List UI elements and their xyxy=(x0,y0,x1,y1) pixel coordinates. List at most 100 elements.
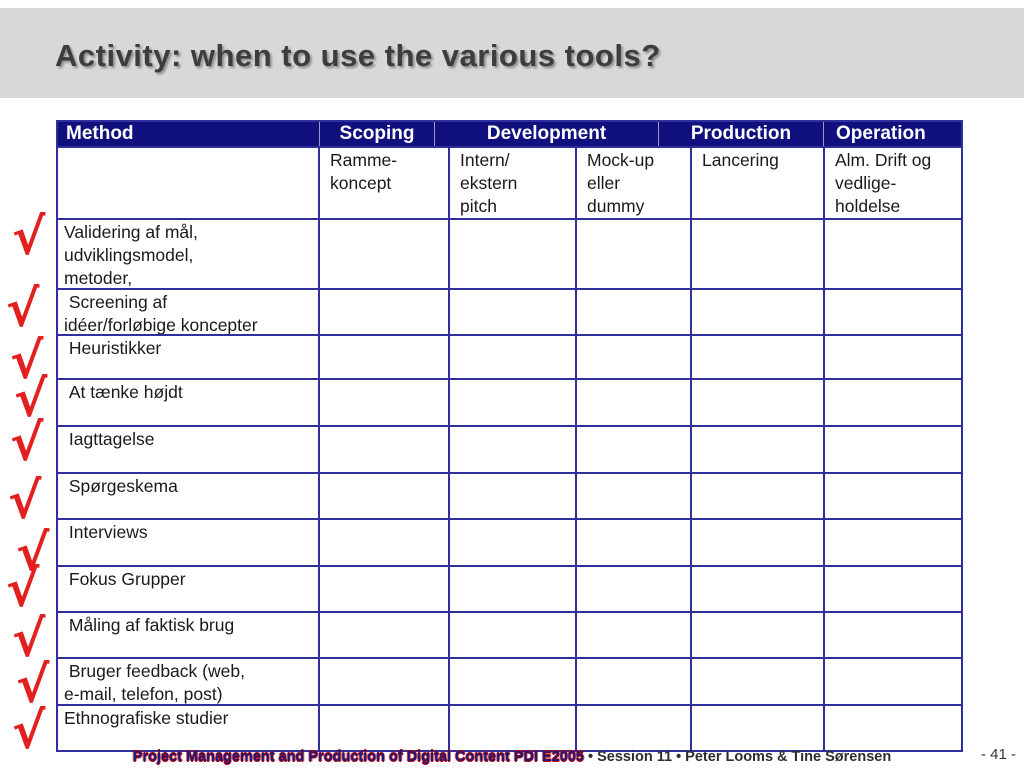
table-cell xyxy=(450,290,577,336)
table-cell xyxy=(320,427,450,474)
subheader-mock-up: Mock-up eller dummy xyxy=(577,148,692,220)
table-cell xyxy=(577,220,692,290)
method-label: Ethnografiske studier xyxy=(58,706,320,750)
table-cell xyxy=(320,220,450,290)
table-cell xyxy=(320,290,450,336)
table-cell xyxy=(692,613,825,659)
table-row: Fokus Grupper xyxy=(58,567,961,613)
table-cell xyxy=(825,474,961,520)
table-cell xyxy=(825,220,961,290)
method-label: Spørgeskema xyxy=(58,474,320,520)
table-cell xyxy=(320,520,450,567)
table-cell xyxy=(825,380,961,427)
subheader-intern-ekstern-pitch: Intern/ ekstern pitch xyxy=(450,148,577,220)
table-cell xyxy=(320,336,450,380)
subheader-drift: Alm. Drift og vedlige- holdelse xyxy=(825,148,961,220)
table-header-row: Method Scoping Development Production Op… xyxy=(58,122,961,148)
table-cell xyxy=(320,659,450,706)
table-cell xyxy=(577,520,692,567)
table-cell xyxy=(825,427,961,474)
table-cell xyxy=(692,220,825,290)
subheader-ramme-koncept: Ramme- koncept xyxy=(320,148,450,220)
table-cell xyxy=(320,380,450,427)
table-cell xyxy=(450,567,577,613)
slide-title: Activity: when to use the various tools? xyxy=(55,38,661,73)
table-cell xyxy=(450,380,577,427)
table-cell xyxy=(450,336,577,380)
table-cell xyxy=(450,659,577,706)
footer-course-text: Project Management and Production of Dig… xyxy=(132,749,584,765)
header-scoping: Scoping xyxy=(320,122,435,146)
checkmark-icon: √ xyxy=(8,472,42,530)
table-cell xyxy=(825,520,961,567)
table-row: Screening af idéer/forløbige koncepter xyxy=(58,290,961,336)
table-cell xyxy=(825,290,961,336)
table-cell xyxy=(692,659,825,706)
table-cell xyxy=(577,659,692,706)
table-cell xyxy=(450,520,577,567)
table-cell xyxy=(577,336,692,380)
table-cell xyxy=(577,380,692,427)
table-cell xyxy=(450,474,577,520)
table-row: Heuristikker xyxy=(58,336,961,380)
table-cell xyxy=(692,427,825,474)
checkmark-icon: √ xyxy=(12,208,46,266)
checkmark-icon: √ xyxy=(16,524,50,582)
table-row: At tænke højdt xyxy=(58,380,961,427)
table-cell xyxy=(577,290,692,336)
table-cell xyxy=(692,336,825,380)
footer: Project Management and Production of Dig… xyxy=(0,749,1024,765)
table-cell xyxy=(692,290,825,336)
table-cell xyxy=(58,148,320,220)
method-label: Iagttagelse xyxy=(58,427,320,474)
checkmark-icon: √ xyxy=(12,610,46,668)
method-label: Heuristikker xyxy=(58,336,320,380)
table-cell xyxy=(692,520,825,567)
method-label: Fokus Grupper xyxy=(58,567,320,613)
table-cell xyxy=(320,613,450,659)
table-row: Bruger feedback (web, e-mail, telefon, p… xyxy=(58,659,961,706)
checkmark-icon: √ xyxy=(16,656,50,714)
table-cell xyxy=(825,613,961,659)
table-cell xyxy=(692,567,825,613)
table-cell xyxy=(577,567,692,613)
table-cell xyxy=(450,427,577,474)
table-cell xyxy=(577,613,692,659)
table-cell xyxy=(450,706,577,750)
checkmark-icon: √ xyxy=(6,560,40,618)
header-production: Production xyxy=(659,122,824,146)
title-band: Activity: when to use the various tools? xyxy=(0,8,1024,98)
table-row: Ethnografiske studier xyxy=(58,706,961,750)
method-label: Måling af faktisk brug xyxy=(58,613,320,659)
table-row: Spørgeskema xyxy=(58,474,961,520)
subheader-lancering: Lancering xyxy=(692,148,825,220)
method-label: At tænke højdt xyxy=(58,380,320,427)
method-label: Validering af mål, udviklingsmodel, meto… xyxy=(58,220,320,290)
table-cell xyxy=(825,706,961,750)
table-cell xyxy=(320,474,450,520)
table-cell xyxy=(692,474,825,520)
table-cell xyxy=(320,567,450,613)
table-cell xyxy=(577,706,692,750)
footer-session-text: • Session 11 • Peter Looms & Tine Sørens… xyxy=(587,749,892,765)
table-cell xyxy=(450,613,577,659)
checkmark-icon: √ xyxy=(6,280,40,338)
header-operation: Operation xyxy=(836,123,926,144)
checkmark-icon: √ xyxy=(14,370,48,428)
table-cell xyxy=(825,336,961,380)
table-row: Interviews xyxy=(58,520,961,567)
table-subheader-row: Ramme- koncept Intern/ ekstern pitch Moc… xyxy=(58,148,961,220)
table-cell xyxy=(692,706,825,750)
methods-table: Method Scoping Development Production Op… xyxy=(56,120,963,752)
table-cell xyxy=(825,659,961,706)
checkmark-icon: √ xyxy=(10,332,44,390)
header-method: Method xyxy=(58,122,320,146)
table-cell xyxy=(692,380,825,427)
method-label: Screening af idéer/forløbige koncepter xyxy=(58,290,320,336)
table-cell xyxy=(450,220,577,290)
checkmark-icon: √ xyxy=(12,702,46,760)
table-row: Validering af mål, udviklingsmodel, meto… xyxy=(58,220,961,290)
table-row: Måling af faktisk brug xyxy=(58,613,961,659)
checkmark-icon: √ xyxy=(10,414,44,472)
method-label: Bruger feedback (web, e-mail, telefon, p… xyxy=(58,659,320,706)
